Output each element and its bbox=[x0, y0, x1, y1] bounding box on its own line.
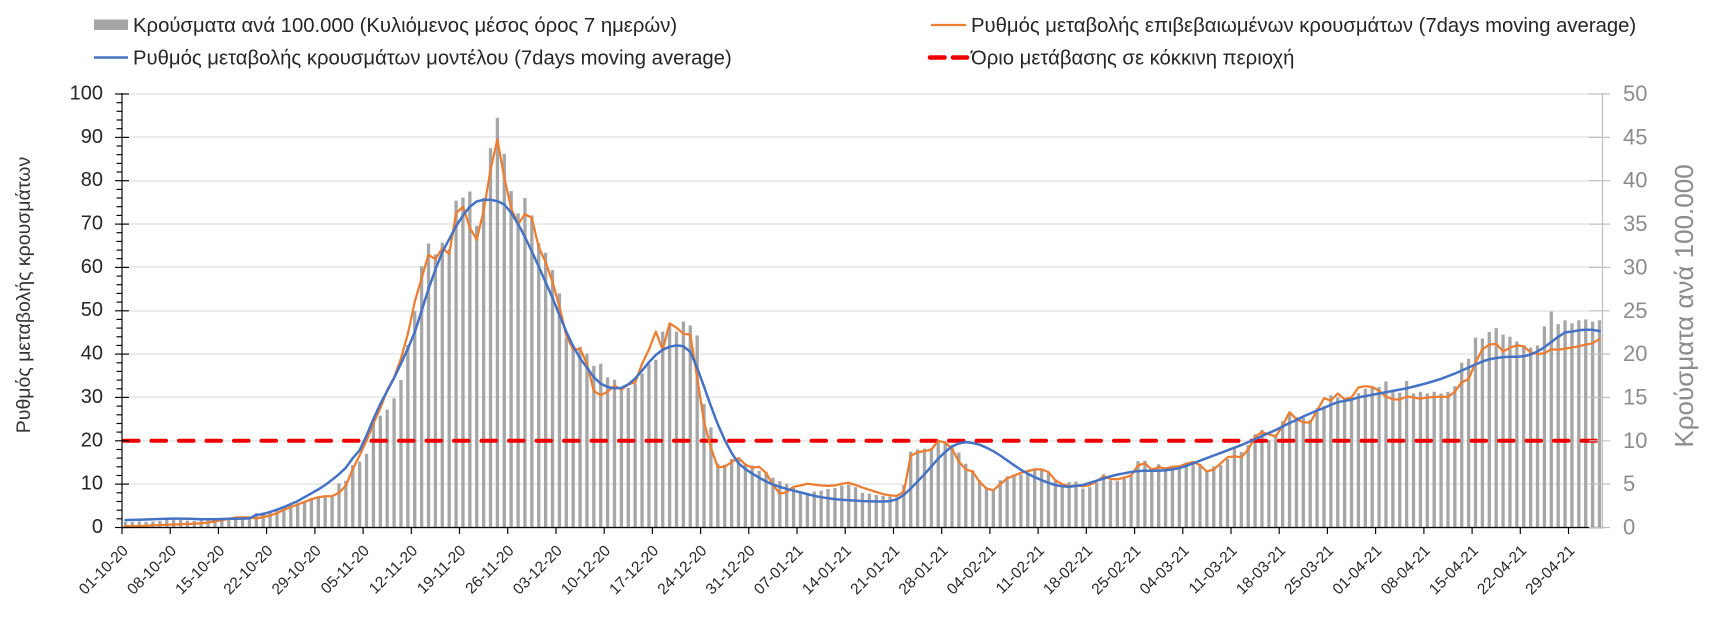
svg-text:5: 5 bbox=[1623, 471, 1635, 496]
svg-text:50: 50 bbox=[81, 299, 103, 321]
svg-text:Κρούσματα ανά 100.000: Κρούσματα ανά 100.000 bbox=[1669, 164, 1699, 447]
svg-text:80: 80 bbox=[81, 169, 103, 191]
svg-text:10: 10 bbox=[1623, 428, 1647, 453]
svg-text:20: 20 bbox=[81, 429, 103, 451]
svg-text:Ρυθμός μεταβολής κρουσμάτων μο: Ρυθμός μεταβολής κρουσμάτων μοντέλου (7d… bbox=[133, 48, 732, 70]
svg-text:35: 35 bbox=[1623, 211, 1647, 236]
svg-text:100: 100 bbox=[70, 83, 103, 105]
svg-text:70: 70 bbox=[81, 213, 103, 235]
svg-text:10: 10 bbox=[81, 473, 103, 495]
svg-text:15: 15 bbox=[1623, 384, 1647, 409]
svg-text:Ρυθμός μεταβολής επιβεβαιωμένω: Ρυθμός μεταβολής επιβεβαιωμένων κρουσμάτ… bbox=[971, 15, 1636, 37]
svg-text:Ρυθμός μεταβολής κρουσμάτων: Ρυθμός μεταβολής κρουσμάτων bbox=[13, 157, 35, 433]
svg-text:45: 45 bbox=[1623, 124, 1647, 149]
svg-text:25: 25 bbox=[1623, 298, 1647, 323]
svg-text:Όριο μετάβασης σε κόκκινη περι: Όριο μετάβασης σε κόκκινη περιοχή bbox=[970, 48, 1294, 70]
svg-text:30: 30 bbox=[81, 386, 103, 408]
svg-text:50: 50 bbox=[1623, 81, 1647, 106]
svg-text:30: 30 bbox=[1623, 254, 1647, 279]
svg-text:Κρούσματα ανά 100.000 (Κυλιόμε: Κρούσματα ανά 100.000 (Κυλιόμενος μέσος … bbox=[133, 15, 677, 37]
svg-text:40: 40 bbox=[1623, 168, 1647, 193]
svg-text:40: 40 bbox=[81, 343, 103, 365]
svg-text:20: 20 bbox=[1623, 341, 1647, 366]
svg-text:60: 60 bbox=[81, 256, 103, 278]
svg-text:0: 0 bbox=[92, 516, 103, 538]
svg-text:90: 90 bbox=[81, 126, 103, 148]
svg-text:0: 0 bbox=[1623, 515, 1635, 540]
